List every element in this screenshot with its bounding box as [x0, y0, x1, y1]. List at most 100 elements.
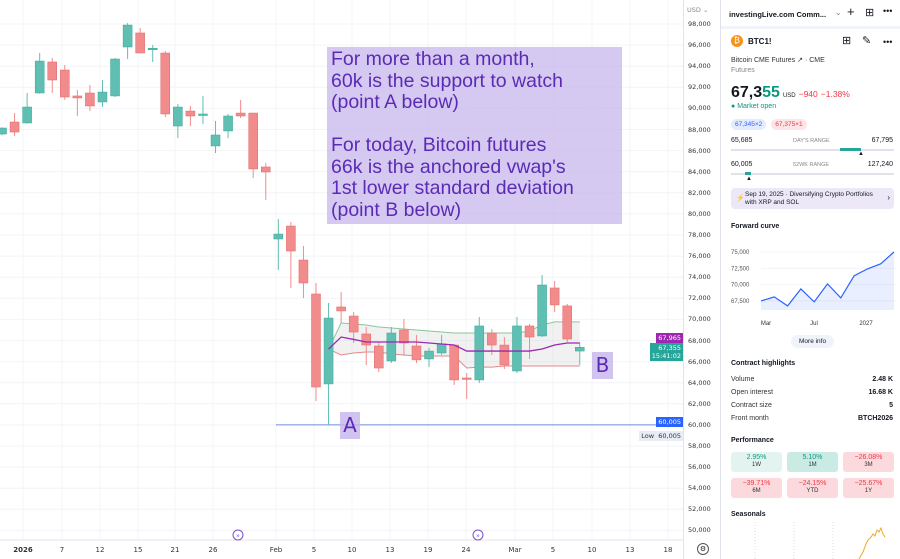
performance-tile[interactable]: −39.71% 6M [731, 478, 782, 498]
candle [562, 303, 572, 342]
candle-body [160, 52, 171, 115]
price-row: 67,355 USD −940 −1.38% [731, 84, 850, 102]
support-price-tag: 60,005 [656, 417, 683, 427]
currency-selector[interactable]: USD ⌄ [687, 6, 709, 14]
external-link-icon[interactable]: ↗ [797, 57, 804, 64]
axis-settings-icon[interactable]: ⚙ [697, 543, 709, 555]
last-price-tag: 67,355 15:41:02 [649, 343, 683, 361]
candle-body [122, 24, 133, 48]
time-tick-label: 21 [171, 546, 180, 554]
candle [85, 84, 95, 112]
performance-tile[interactable]: 5.10% 1M [787, 452, 838, 472]
candle-body [97, 91, 108, 103]
low-label: Low [641, 432, 655, 440]
candle-body [424, 350, 434, 360]
symbol-description[interactable]: Bitcoin CME Futures ↗ · CME [731, 56, 825, 64]
more-icon[interactable]: ••• [883, 6, 893, 16]
performance-tile[interactable]: −26.08% 3M [843, 452, 894, 472]
more-icon[interactable]: ••• [883, 37, 893, 47]
more-info-button[interactable]: More info [791, 335, 835, 348]
performance-period: 1M [808, 462, 817, 468]
days-range-label: DAY'S RANGE [793, 138, 830, 144]
candle-body [110, 58, 120, 97]
bar-countdown: 15:41:02 [651, 352, 681, 360]
right-panel: investingLive.com Comm... ⌄ + ⊞ ••• ₿ BT… [720, 0, 900, 559]
candle-body [537, 284, 547, 337]
candle-body [336, 306, 346, 312]
candle-body [449, 344, 459, 381]
table-icon[interactable]: ⊞ [865, 7, 875, 19]
quote-chips: 67,345×2 67,375×1 [731, 119, 807, 130]
price-tick-label: 62,000 [688, 399, 711, 408]
performance-value: 2.95% [746, 454, 767, 461]
candle-body [461, 377, 472, 380]
forward-curve-chart[interactable]: 75,000 72,500 70,000 67,500 Mar Jul 2027 [721, 240, 900, 330]
candle-body [348, 315, 359, 333]
candle [0, 127, 7, 136]
price-tick-label: 64,000 [688, 378, 711, 387]
symbol-name[interactable]: BTC1! [748, 37, 772, 46]
candle-body [235, 112, 246, 117]
annotation-note[interactable]: For more than a month, 60k is the support… [327, 47, 622, 224]
price-axis[interactable]: USD ⌄ 98,000 96,000 94,000 92,000 90,000 88,0… [683, 0, 719, 559]
divider [721, 26, 900, 29]
candle-body [487, 332, 497, 346]
performance-value: −39.71% [742, 480, 771, 487]
candle [198, 95, 208, 125]
candle [185, 105, 196, 127]
edit-icon[interactable]: ✎ [862, 35, 872, 47]
candle [286, 222, 296, 288]
ask-chip: 67,375×1 [771, 119, 807, 130]
candle [524, 323, 535, 359]
candle-body [261, 166, 271, 173]
grid-icon[interactable]: ⊞ [842, 35, 852, 47]
description-text: Bitcoin CME Futures [731, 57, 796, 64]
candle [311, 283, 321, 401]
price-tick-label: 88,000 [688, 125, 711, 134]
performance-tile[interactable]: −24.15% YTD [787, 478, 838, 498]
candle-body [311, 293, 321, 388]
exchange-label: · CME [804, 57, 825, 64]
performance-tile[interactable]: −25.67% 1Y [843, 478, 894, 498]
time-tick-label: Feb [270, 546, 283, 554]
event-icon[interactable] [472, 529, 484, 541]
candle-body [286, 225, 296, 252]
price-tail: 55 [762, 84, 780, 101]
performance-tile[interactable]: 2.95% 1W [731, 452, 782, 472]
chevron-down-icon[interactable]: ⌄ [835, 8, 842, 17]
performance-period: 3M [864, 462, 873, 468]
candle [411, 335, 422, 363]
annotation-line: For more than a month, [331, 48, 535, 70]
candle-body [549, 287, 560, 306]
days-range-marker-icon: ▲ [858, 151, 864, 157]
watchlist-title[interactable]: investingLive.com Comm... [729, 10, 827, 19]
candle-body [575, 347, 585, 352]
time-tick-label: 10 [348, 546, 357, 554]
news-card[interactable]: ⚡ Sep 19, 2025 · Diversifying Crypto Por… [731, 188, 894, 209]
candle-body [0, 127, 7, 135]
candle-body [72, 95, 83, 99]
add-icon[interactable]: + [847, 4, 855, 19]
seasonals-chart[interactable] [721, 522, 900, 559]
candle [261, 162, 271, 200]
event-icon[interactable] [232, 529, 244, 541]
candle-body [9, 121, 20, 133]
time-tick-label: 13 [626, 546, 635, 554]
wk52-range-label: 52WK RANGE [793, 162, 830, 168]
contract-row-value: 2.48 K [872, 376, 893, 383]
annotation-line: (point B below) [331, 198, 462, 221]
candle-body [436, 343, 447, 354]
performance-value: −24.15% [798, 480, 827, 487]
seasonals-title: Seasonals [731, 511, 766, 518]
candle-body [298, 259, 309, 284]
candle [386, 326, 397, 363]
candle-body [198, 113, 208, 116]
candle-body [411, 345, 422, 361]
news-line: Sep 19, 2025 · Diversifying Crypto Portf… [745, 191, 873, 198]
performance-title: Performance [731, 437, 774, 444]
candle [399, 318, 409, 356]
market-status: ● Market open [731, 103, 777, 110]
wk52-range-low: 60,005 [731, 161, 753, 168]
wk52-range-marker-icon: ▲ [746, 176, 752, 182]
change-pct: −1.38% [820, 89, 850, 99]
